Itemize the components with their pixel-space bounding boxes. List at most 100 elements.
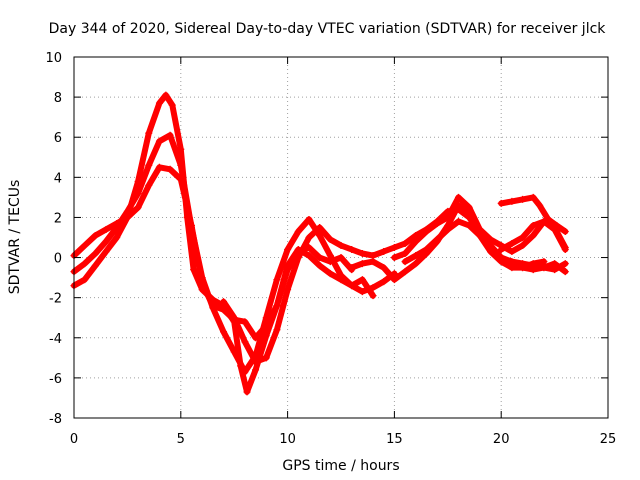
data-point (444, 225, 452, 233)
data-point (326, 270, 334, 278)
data-point (326, 236, 334, 244)
data-point (401, 250, 409, 258)
data-point (412, 238, 420, 246)
data-point (412, 252, 420, 260)
data-point (519, 260, 527, 268)
series-trace-7 (402, 218, 569, 273)
plot-frame (73, 56, 609, 419)
data-point (326, 252, 334, 260)
data-point (145, 161, 153, 169)
data-point (262, 322, 270, 330)
y-tick-labels: -8 -6 -4 -2 0 2 4 6 8 10 (45, 51, 62, 427)
data-point (305, 252, 313, 260)
data-point (497, 254, 505, 262)
y-tick-label: 0 (54, 252, 62, 267)
data-point (390, 244, 398, 252)
data-point (102, 238, 110, 246)
data-point (454, 193, 462, 201)
data-point (198, 280, 206, 288)
data-point (401, 240, 409, 248)
data-point (476, 231, 484, 239)
data-point (91, 262, 99, 270)
y-axis-label: SDTVAR / TECUs (7, 180, 23, 295)
data-point (540, 258, 548, 266)
data-point (561, 260, 569, 268)
data-point (369, 292, 377, 300)
data-point (305, 234, 313, 241)
y-tick-label: -6 (49, 372, 62, 387)
data-point (401, 258, 409, 266)
data-point (145, 129, 153, 137)
data-point (508, 248, 516, 256)
data-point (262, 354, 270, 362)
data-point (487, 244, 495, 252)
data-point (284, 246, 292, 254)
data-point (102, 225, 110, 233)
data-point (369, 258, 377, 266)
x-tick-label: 5 (177, 432, 185, 447)
data-point (294, 227, 302, 235)
data-point (358, 250, 366, 258)
x-tick-label: 20 (493, 432, 510, 447)
data-point (316, 223, 324, 231)
data-point (284, 286, 292, 294)
data-point (241, 318, 249, 326)
data-point (380, 264, 388, 272)
y-tick-label: 8 (54, 91, 62, 106)
data-point (390, 254, 398, 262)
data-point (337, 254, 345, 262)
axis-ticks (73, 56, 609, 419)
data-point (337, 272, 345, 280)
data-point (465, 221, 473, 229)
data-point (487, 236, 495, 244)
data-point (134, 203, 142, 211)
data-point (551, 266, 559, 274)
data-point (273, 326, 281, 334)
data-point (422, 246, 430, 254)
data-point (380, 278, 388, 286)
data-point (81, 260, 89, 268)
y-tick-label: 4 (54, 171, 62, 186)
data-point (155, 137, 163, 145)
data-point (508, 240, 516, 248)
data-point (252, 358, 260, 366)
data-point (81, 276, 89, 284)
x-tick-label: 10 (279, 432, 296, 447)
data-point (113, 219, 121, 227)
data-point (519, 234, 527, 241)
data-point (81, 242, 89, 250)
data-point (273, 276, 281, 284)
data-point (551, 260, 559, 268)
series-trace-2 (71, 132, 376, 375)
x-tick-label: 15 (386, 432, 403, 447)
data-point (305, 215, 313, 223)
data-point (220, 298, 228, 306)
y-tick-label: 6 (54, 131, 62, 146)
data-point (134, 189, 142, 197)
data-point (358, 260, 366, 268)
x-axis-label: GPS time / hours (282, 458, 399, 474)
data-point (113, 234, 121, 241)
data-point (390, 276, 398, 284)
data-point (348, 282, 356, 290)
data-point (230, 314, 238, 322)
data-point (519, 195, 527, 203)
y-tick-label: -2 (49, 292, 62, 307)
y-tick-label: 2 (54, 211, 62, 226)
data-point (220, 328, 228, 336)
data-point (326, 258, 334, 266)
data-point (243, 388, 251, 396)
data-point (422, 227, 430, 235)
data-point (241, 368, 249, 376)
data-point (168, 101, 176, 109)
data-point (252, 334, 260, 342)
data-point (348, 246, 356, 254)
data-point (241, 338, 249, 346)
data-point (444, 213, 452, 221)
data-point (561, 246, 569, 254)
data-point (369, 252, 377, 260)
y-tick-label: -4 (49, 332, 62, 347)
data-point (91, 250, 99, 258)
data-point (273, 302, 281, 310)
